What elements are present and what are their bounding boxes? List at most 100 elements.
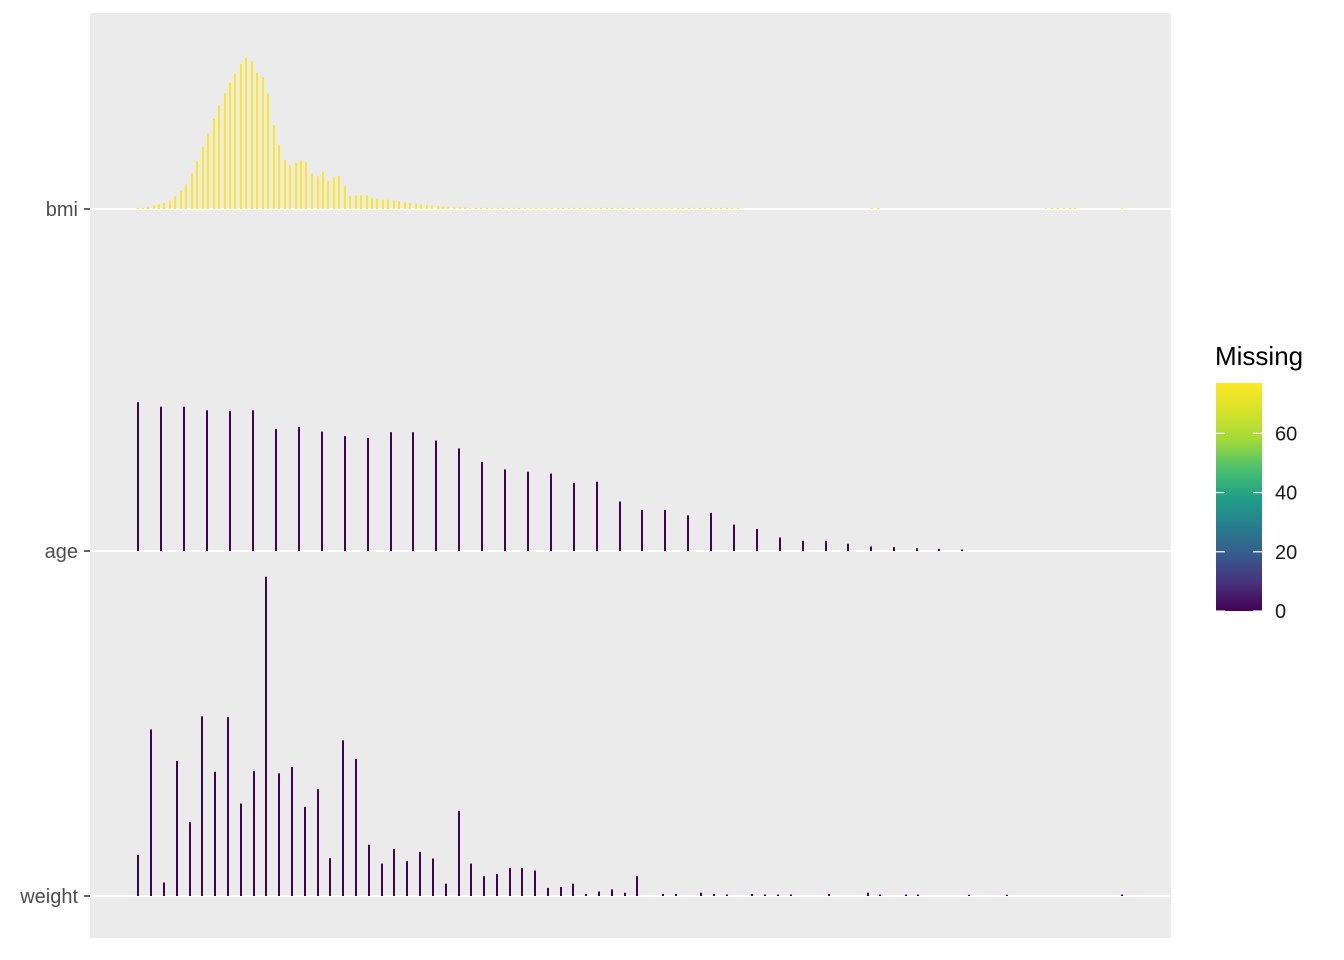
bar-weight <box>458 810 460 896</box>
bar-bmi <box>338 176 340 209</box>
bar-bmi <box>1121 207 1123 209</box>
bar-weight <box>1121 894 1123 896</box>
bar-bmi <box>371 197 373 209</box>
y-tick-label-age: age <box>45 541 78 563</box>
bar-bmi <box>715 207 717 209</box>
bar-bmi <box>207 133 209 209</box>
bar-age <box>825 540 827 551</box>
bar-bmi <box>355 195 357 209</box>
bar-weight <box>534 870 536 896</box>
bar-weight <box>406 861 408 896</box>
bar-bmi <box>699 207 701 209</box>
bar-bmi <box>393 200 395 209</box>
bar-age <box>435 440 437 551</box>
bar-weight <box>611 889 613 896</box>
bar-weight <box>867 892 869 896</box>
bar-weight <box>560 887 562 896</box>
bar-bmi <box>305 161 307 209</box>
bar-age <box>573 482 575 551</box>
bar-age <box>733 524 735 551</box>
bar-age <box>206 410 208 551</box>
bar-bmi <box>191 173 193 209</box>
bar-age <box>779 537 781 551</box>
bar-weight <box>521 868 523 896</box>
bar-bmi <box>459 207 461 209</box>
bar-age <box>916 548 918 551</box>
bar-bmi <box>284 160 286 209</box>
bar-bmi <box>158 204 160 209</box>
bar-weight <box>790 894 792 896</box>
bar-bmi <box>163 203 165 209</box>
bar-weight <box>150 729 152 896</box>
bar-bmi <box>1069 207 1071 209</box>
bar-bmi <box>877 207 879 209</box>
bar-age <box>870 546 872 551</box>
gridlines <box>90 208 1171 897</box>
bar-age <box>619 501 621 551</box>
bar-bmi <box>1057 207 1059 209</box>
bar-bmi <box>327 180 329 209</box>
bar-age <box>596 481 598 551</box>
bar-age <box>275 428 277 551</box>
bar-age <box>687 515 689 551</box>
bar-weight <box>355 758 357 896</box>
bar-bmi <box>234 74 236 209</box>
bar-weight <box>265 576 267 896</box>
bar-age <box>550 473 552 551</box>
bar-bmi <box>245 57 247 209</box>
bar-weight <box>329 858 331 896</box>
bar-weight <box>879 894 881 896</box>
bar-weight <box>470 863 472 896</box>
bar-bmi <box>437 206 439 209</box>
bar-bmi <box>677 207 679 209</box>
bar-weight <box>1006 894 1008 896</box>
bar-weight <box>393 848 395 896</box>
bar-bmi <box>530 207 532 209</box>
bar-weight <box>240 803 242 896</box>
legend-colorbar <box>1216 383 1262 611</box>
bar-bmi <box>387 199 389 209</box>
bar-bmi <box>617 207 619 209</box>
bar-weight <box>726 894 728 896</box>
bar-bmi <box>415 203 417 209</box>
bar-bmi <box>185 184 187 209</box>
bar-weight <box>189 822 191 896</box>
bar-bmi <box>322 171 324 209</box>
bar-age <box>390 432 392 551</box>
bar-bmi <box>562 207 564 209</box>
bar-age <box>710 512 712 551</box>
bar-weight <box>777 894 779 896</box>
bar-age <box>183 406 185 551</box>
bar-weight <box>137 854 139 896</box>
bar-age <box>847 543 849 551</box>
bar-bmi <box>1063 207 1065 209</box>
bar-bmi <box>579 207 581 209</box>
legend-tick-label: 20 <box>1275 542 1297 564</box>
bar-weight <box>483 876 485 896</box>
bar-bmi <box>278 145 280 209</box>
bar-weight <box>419 851 421 896</box>
bar-age <box>893 547 895 551</box>
bar-bmi <box>273 125 275 209</box>
bar-bmi <box>551 207 553 209</box>
bar-bmi <box>584 207 586 209</box>
bar-bmi <box>147 206 149 209</box>
bar-bmi <box>1045 207 1047 209</box>
bar-weight <box>751 893 753 896</box>
bar-weight <box>547 887 549 896</box>
bar-age <box>321 431 323 551</box>
bar-weight <box>496 874 498 896</box>
bar-weight <box>253 771 255 896</box>
bar-bmi <box>710 207 712 209</box>
bar-weight <box>342 740 344 896</box>
bar-weight <box>572 883 574 896</box>
bar-bmi <box>295 162 297 209</box>
bar-bmi <box>622 207 624 209</box>
bar-weight <box>598 891 600 896</box>
bar-bmi <box>497 207 499 209</box>
bar-weight <box>509 868 511 896</box>
bar-bmi <box>693 207 695 209</box>
bar-bmi <box>480 207 482 209</box>
bar-age <box>802 540 804 551</box>
